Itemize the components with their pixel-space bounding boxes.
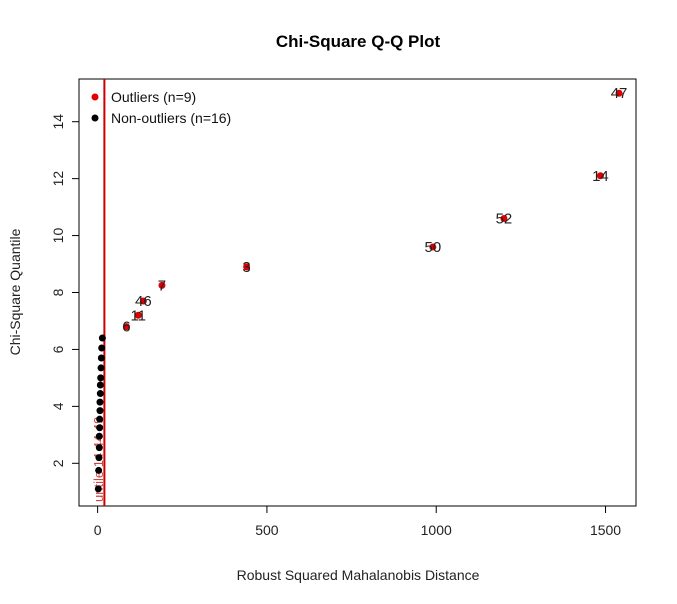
non-outlier-point [96,381,104,389]
outlier-point [134,311,142,319]
legend-outliers-label: Outliers (n=9) [111,89,196,105]
outlier-point [158,281,166,289]
non-outlier-point [95,454,103,462]
y-tick-label: 14 [50,114,66,130]
chart-title: Chi-Square Q-Q Plot [276,32,441,51]
legend: Outliers (n=9) Non-outliers (n=16) [91,89,231,126]
non-outlier-point [96,398,104,406]
non-outlier-point [96,424,104,432]
point-label: 3 [242,259,250,276]
y-tick-label: 10 [50,228,66,244]
non-outlier-point [94,485,102,493]
legend-non-outliers-label: Non-outliers (n=16) [111,110,231,126]
point-label: 6 [122,319,130,336]
point-label: 14 [592,168,609,185]
points-group [94,89,623,493]
legend-outliers-marker [91,93,99,101]
non-outlier-point [96,415,104,423]
non-outlier-point [95,432,103,440]
y-tick-label: 4 [50,402,66,410]
non-outlier-point [97,364,105,372]
non-outlier-point [97,374,105,382]
x-axis-label: Robust Squared Mahalanobis Distance [237,567,480,583]
non-outlier-point [95,466,103,474]
point-label: 52 [496,210,513,227]
non-outlier-point [95,444,103,452]
y-tick-label: 12 [50,171,66,187]
x-tick-label: 0 [94,522,102,538]
y-axis-label: Chi-Square Quantile [7,228,23,355]
x-tick-label: 500 [255,522,279,538]
outlier-point [139,297,147,305]
x-tick-label: 1000 [421,522,452,538]
outlier-point [615,89,623,97]
point-label: 7 [158,277,166,294]
non-outlier-point [96,390,104,398]
outlier-point [122,323,130,331]
x-tick-label: 1500 [590,522,621,538]
y-tick-label: 8 [50,288,66,296]
outlier-point [500,214,508,222]
x-axis: 0 500 1000 1500 [94,506,621,538]
outlier-point [596,172,604,180]
non-outlier-point [96,407,104,415]
point-label: 50 [424,239,441,256]
y-axis: 2 4 6 8 10 12 14 [50,114,79,467]
non-outlier-point [98,334,106,342]
non-outlier-point [98,344,106,352]
outlier-point [429,243,437,251]
point-label: 11 [130,307,146,324]
non-outlier-point [97,354,105,362]
outlier-point [243,263,251,271]
point-label: 46 [135,293,152,310]
point-label: 47 [611,85,628,102]
legend-non-outliers-marker [91,114,99,122]
y-tick-label: 2 [50,459,66,467]
y-tick-label: 6 [50,345,66,353]
